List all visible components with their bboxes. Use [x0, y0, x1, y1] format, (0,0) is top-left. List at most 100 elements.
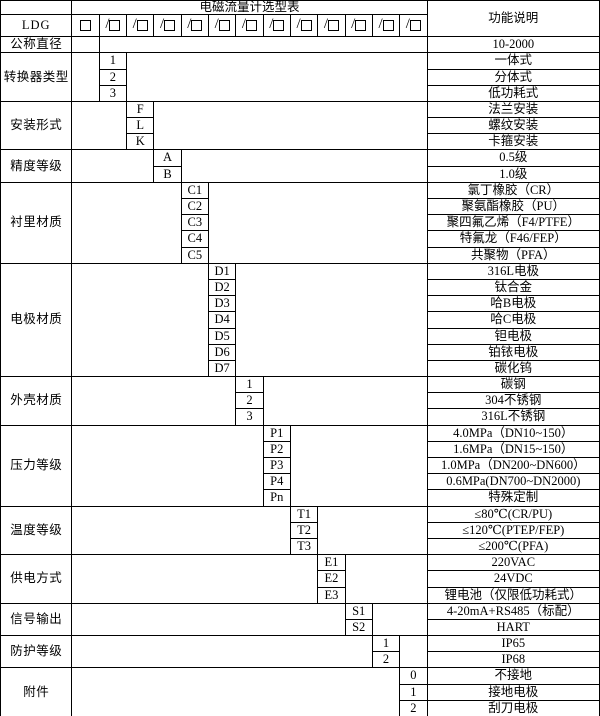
option-description-10: 聚氨酯橡胶（PU） [426, 197, 600, 216]
option-code-18[interactable]: D5 [207, 327, 237, 345]
table-title: 电磁流量计选型表 [71, 0, 428, 16]
category-label-2: 安装形式 [0, 100, 73, 151]
left-filler-4 [71, 181, 182, 264]
right-filler-5 [235, 262, 428, 378]
model-code-slot-5[interactable]: / [180, 14, 210, 38]
model-code-slot-12[interactable]: / [371, 14, 401, 38]
model-code-slot-4[interactable]: / [153, 14, 182, 38]
option-code-22[interactable]: 2 [235, 392, 264, 410]
option-code-39[interactable]: 0 [399, 667, 428, 685]
option-code-16[interactable]: D3 [207, 295, 237, 313]
option-code-21[interactable]: 1 [235, 376, 264, 394]
empty-code-box-icon[interactable] [191, 20, 203, 32]
left-filler-3 [71, 149, 155, 183]
model-code-slot-3[interactable]: / [126, 14, 155, 38]
option-code-6[interactable]: K [126, 133, 155, 151]
model-code-slot-13[interactable]: / [399, 14, 428, 38]
option-code-25[interactable]: P2 [262, 440, 291, 459]
slash-separator-icon: / [132, 16, 137, 33]
option-code-33[interactable]: E2 [317, 570, 346, 588]
empty-code-box-icon[interactable] [136, 20, 148, 32]
option-code-20[interactable]: D7 [207, 359, 237, 378]
empty-code-box-icon[interactable] [300, 20, 312, 32]
option-code-28[interactable]: Pn [262, 489, 291, 507]
option-description-22: 304不锈钢 [426, 392, 600, 410]
option-code-11[interactable]: C3 [180, 214, 210, 232]
option-code-38[interactable]: 2 [371, 651, 401, 669]
empty-code-box-icon[interactable] [409, 20, 421, 32]
left-filler-2 [71, 100, 128, 151]
option-code-35[interactable]: S1 [344, 602, 373, 620]
option-code-0[interactable] [71, 36, 100, 54]
option-code-29[interactable]: T1 [289, 505, 319, 523]
option-code-17[interactable]: D4 [207, 311, 237, 329]
option-code-9[interactable]: C1 [180, 181, 210, 200]
option-code-14[interactable]: D1 [207, 262, 237, 280]
empty-code-box-icon[interactable] [246, 20, 258, 32]
model-code-slot-9[interactable]: / [289, 14, 319, 38]
option-code-32[interactable]: E1 [317, 554, 346, 572]
option-code-7[interactable]: A [153, 149, 182, 167]
option-code-34[interactable]: E3 [317, 586, 346, 604]
option-code-36[interactable]: S2 [344, 618, 373, 637]
option-code-2[interactable]: 2 [98, 68, 128, 86]
slash-separator-icon: / [405, 16, 410, 33]
model-code-slot-10[interactable]: / [317, 14, 346, 38]
empty-code-box-icon[interactable] [164, 20, 176, 32]
option-code-24[interactable]: P1 [262, 424, 291, 442]
option-description-26: 1.0MPa（DN200~DN600） [426, 456, 600, 475]
slash-separator-icon: / [105, 16, 110, 33]
left-filler-8 [71, 505, 291, 556]
option-code-30[interactable]: T2 [289, 521, 319, 539]
option-code-4[interactable]: F [126, 100, 155, 119]
right-filler-4 [208, 181, 428, 264]
model-code-slot-8[interactable]: / [262, 14, 291, 38]
right-filler-7 [289, 424, 428, 507]
option-description-32: 220VAC [426, 554, 600, 572]
option-code-1[interactable]: 1 [98, 52, 128, 70]
option-code-27[interactable]: P4 [262, 473, 291, 491]
option-description-24: 4.0MPa（DN10~150） [426, 424, 600, 442]
option-description-4: 法兰安装 [426, 100, 600, 119]
empty-code-box-icon[interactable] [382, 20, 394, 32]
model-code-slot-11[interactable]: / [344, 14, 373, 38]
empty-code-box-icon[interactable] [109, 20, 121, 32]
category-label-4: 衬里材质 [0, 181, 73, 264]
option-code-15[interactable]: D2 [207, 278, 237, 297]
category-label-9: 供电方式 [0, 554, 73, 604]
option-code-5[interactable]: L [126, 117, 155, 135]
option-description-14: 316L电极 [426, 262, 600, 280]
option-code-40[interactable]: 1 [399, 683, 428, 701]
option-description-20: 碳化钨 [426, 359, 600, 378]
option-code-10[interactable]: C2 [180, 197, 210, 216]
option-code-41[interactable]: 2 [399, 699, 428, 716]
model-code-slot-1[interactable] [71, 14, 100, 38]
option-code-8[interactable]: B [153, 165, 182, 183]
model-code-slot-7[interactable]: / [235, 14, 264, 38]
category-label-1: 转换器类型 [0, 52, 73, 102]
slash-separator-icon: / [187, 16, 192, 33]
option-code-31[interactable]: T3 [289, 537, 319, 556]
option-description-21: 碳钢 [426, 376, 600, 394]
option-code-12[interactable]: C4 [180, 230, 210, 248]
empty-code-box-icon[interactable] [355, 20, 367, 32]
model-code-slot-6[interactable]: / [207, 14, 237, 38]
left-filler-6 [71, 376, 237, 426]
option-code-37[interactable]: 1 [371, 635, 401, 653]
left-filler-12 [71, 667, 401, 716]
option-description-5: 螺纹安装 [426, 117, 600, 135]
left-filler-10 [71, 602, 346, 637]
option-code-26[interactable]: P3 [262, 456, 291, 475]
model-code-slot-2[interactable]: / [98, 14, 128, 38]
empty-code-box-icon[interactable] [80, 20, 92, 32]
option-description-3: 低功耗式 [426, 84, 600, 102]
right-filler-1 [126, 52, 428, 102]
option-code-19[interactable]: D6 [207, 343, 237, 361]
empty-code-box-icon[interactable] [327, 20, 339, 32]
option-code-13[interactable]: C5 [180, 246, 210, 264]
option-code-23[interactable]: 3 [235, 408, 264, 426]
empty-code-box-icon[interactable] [218, 20, 230, 32]
option-code-3[interactable]: 3 [98, 84, 128, 102]
empty-code-box-icon[interactable] [273, 20, 285, 32]
